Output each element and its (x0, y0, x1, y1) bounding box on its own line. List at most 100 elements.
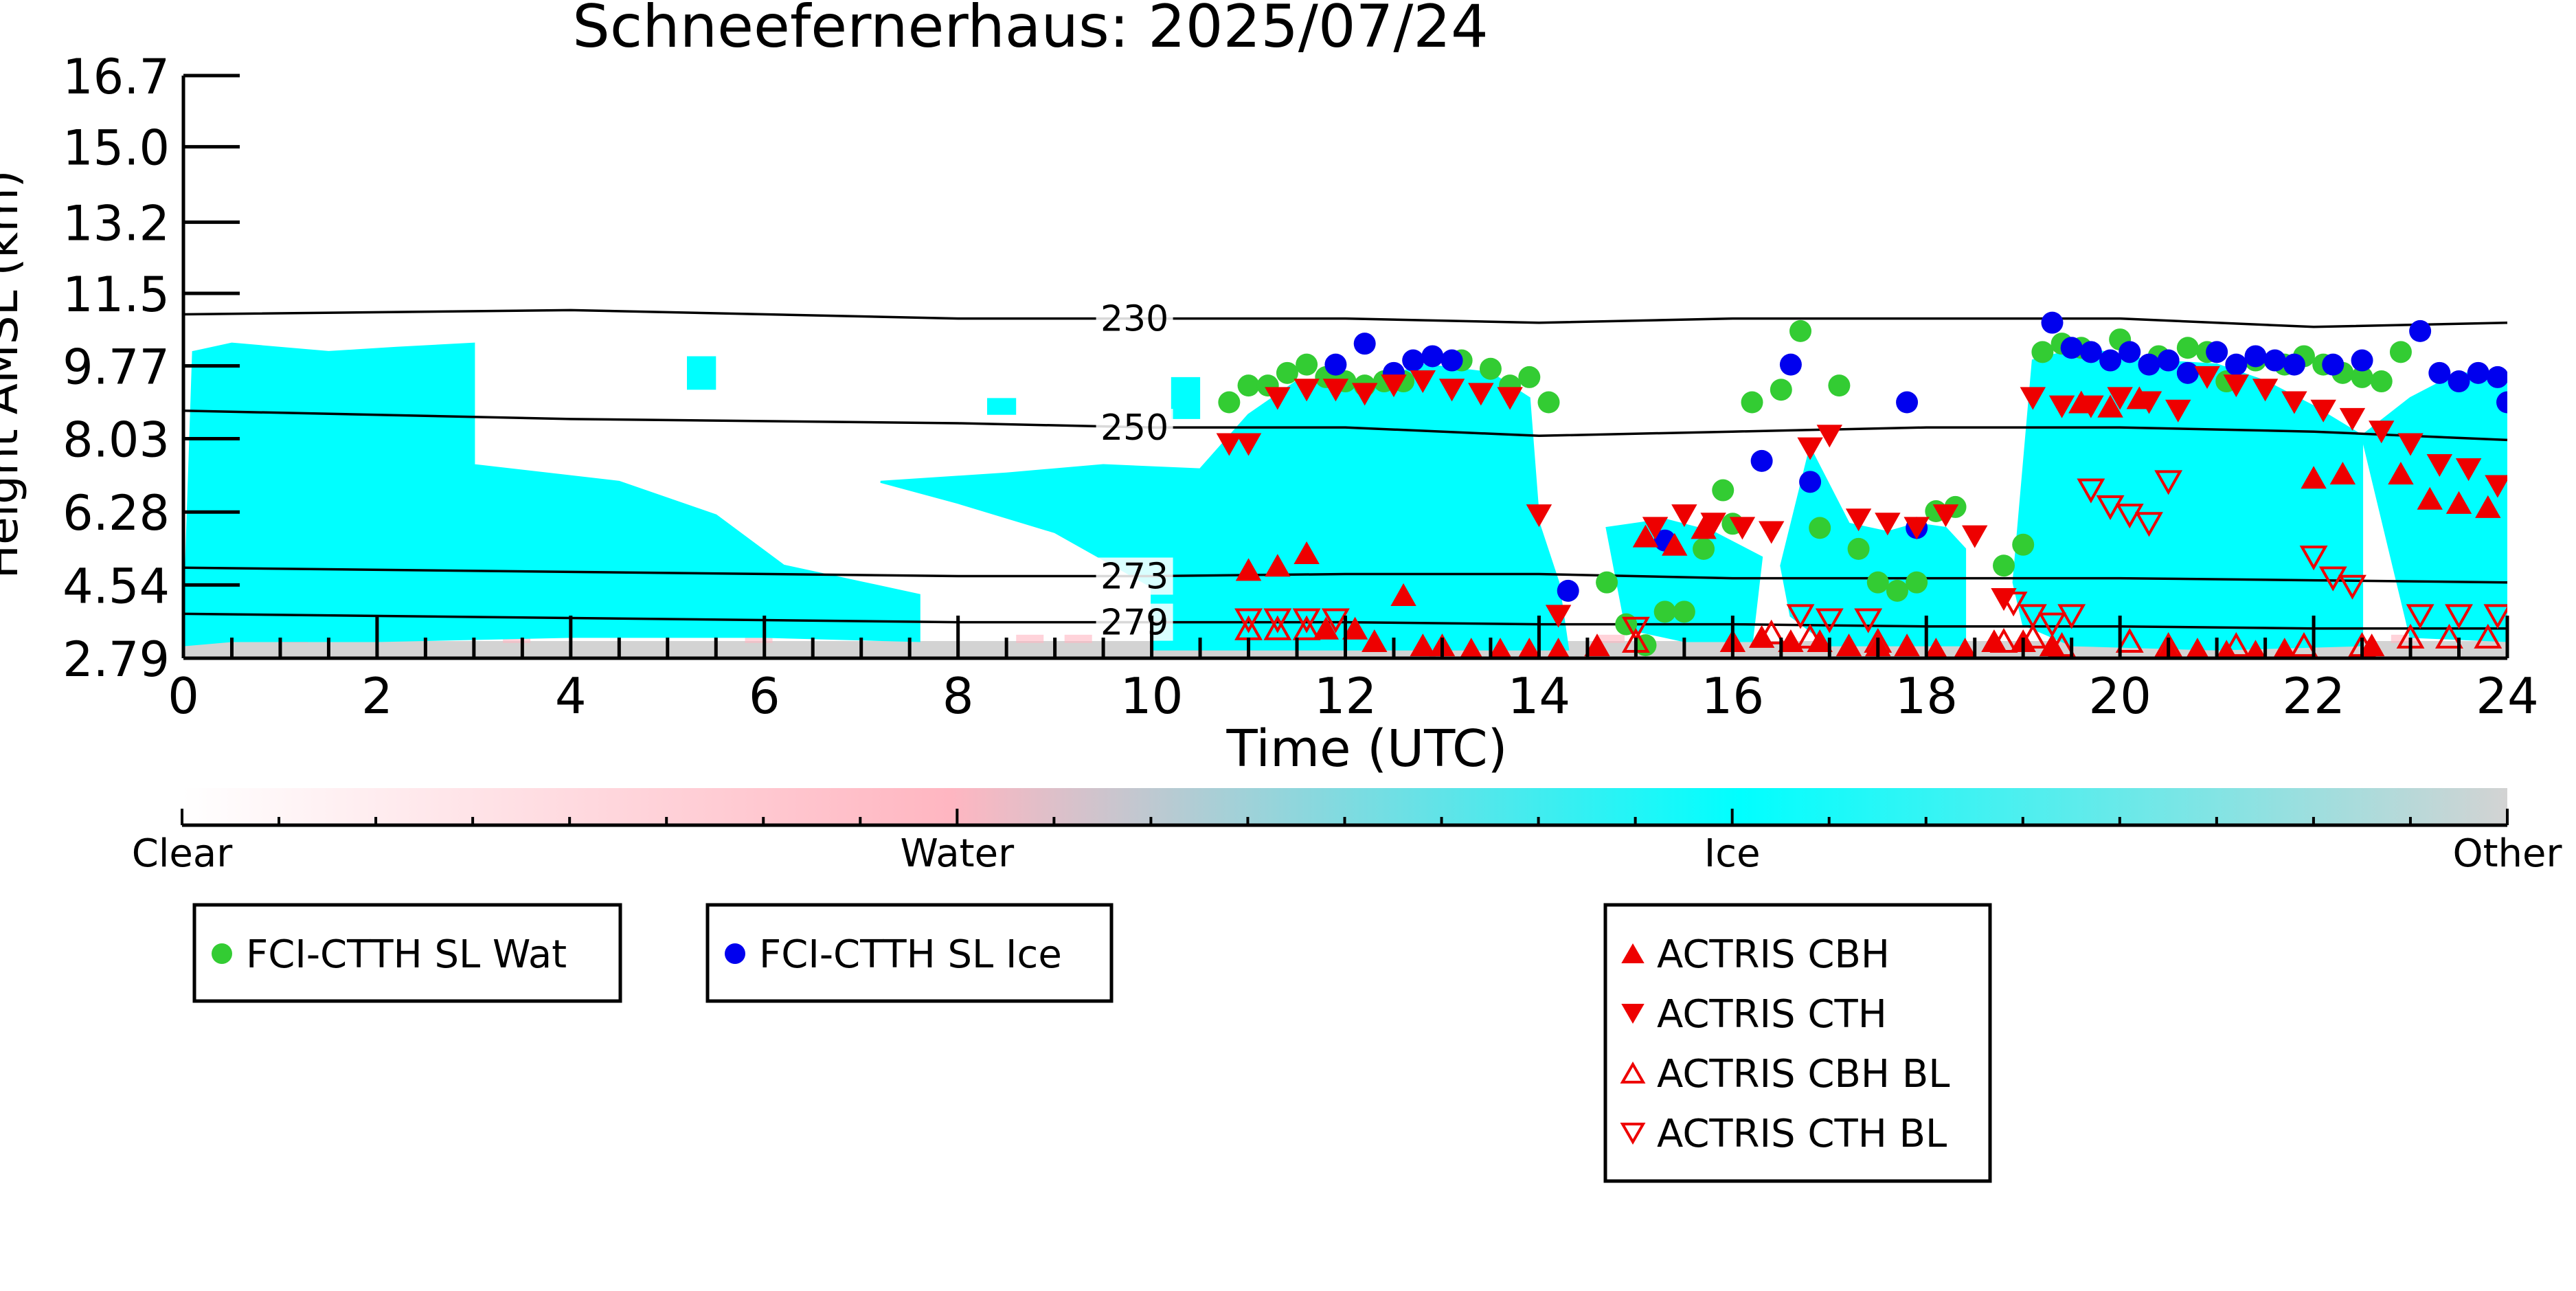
y-axis-label: Height AMSL (km) (0, 170, 28, 579)
data-point (1789, 319, 1812, 342)
legend-label: ACTRIS CBH (1657, 932, 1890, 977)
x-tick-label: 4 (555, 667, 587, 725)
y-tick-label: 8.03 (63, 412, 170, 469)
legend-frame (1603, 903, 1992, 1183)
data-point (1700, 513, 1726, 536)
data-point (2417, 486, 2443, 510)
data-point (1750, 449, 1773, 472)
data-point (1741, 391, 1763, 414)
data-point (1866, 571, 1889, 594)
y-tick-label: 15.0 (63, 120, 170, 177)
isotherm-label-bg (1096, 300, 1173, 337)
x-tick-label: 24 (2476, 667, 2539, 725)
data-point (2299, 546, 2328, 571)
data-point (2455, 458, 2482, 482)
data-point (1235, 558, 1262, 581)
data-point (2012, 533, 2035, 556)
data-point (2445, 604, 2473, 629)
ice-patch (687, 356, 716, 390)
data-point (1759, 521, 1785, 544)
data-point (1479, 357, 1502, 380)
data-point (1835, 633, 1862, 657)
data-point (1402, 349, 1425, 372)
data-point (1673, 600, 1695, 623)
data-point (2099, 349, 2122, 372)
data-point (1276, 361, 1298, 384)
data-point (1489, 638, 1512, 658)
data-point (2115, 627, 2144, 653)
data-point (2223, 374, 2250, 398)
data-point (1757, 619, 1786, 644)
series-fci-ctth-sl-ice (1324, 311, 2507, 602)
x-tick-label: 2 (361, 667, 393, 725)
data-point (1924, 638, 1948, 658)
data-point (2048, 632, 2077, 658)
data-point (2154, 470, 2183, 495)
data-point (1497, 387, 1523, 410)
data-point (2057, 604, 2086, 629)
legend-label: FCI-CTTH SL Wat (246, 932, 567, 977)
data-point (1875, 513, 1901, 536)
data-point (2138, 353, 2160, 376)
data-point (2409, 319, 2432, 342)
data-point (2351, 349, 2373, 372)
data-point (2351, 366, 2373, 388)
data-point (2475, 495, 2501, 518)
data-point (2176, 361, 2199, 384)
legend-marker (1620, 1061, 1646, 1084)
data-point (1596, 571, 1618, 594)
data-point (2426, 453, 2453, 477)
data-point (1362, 629, 1388, 653)
data-point (2135, 512, 2163, 537)
legends-layer: FCI-CTTH SL Wat FCI-CTTH SL Ice ACTRIS CBH… (192, 903, 1992, 1183)
data-point (1584, 633, 1610, 657)
data-point (2272, 638, 2296, 658)
series-actris-cth (1216, 366, 2507, 628)
data-point (1526, 504, 1552, 528)
ice-region (2012, 346, 2364, 651)
data-point (1779, 353, 1802, 376)
water-speckle (1596, 634, 1625, 643)
data-point (2136, 391, 2162, 414)
isotherm-layer: 230 250 273 279 (183, 299, 2508, 644)
legend-frame (192, 903, 622, 1003)
markers-layer (1216, 311, 2507, 658)
data-point (2322, 353, 2345, 376)
y-tick-label: 2.79 (63, 631, 170, 688)
data-point (2486, 366, 2507, 388)
data-point (2338, 574, 2366, 600)
data-point (1662, 532, 1688, 556)
data-point (1342, 616, 1368, 640)
data-point (2252, 379, 2279, 402)
data-point (2119, 341, 2141, 363)
data-point (1712, 479, 1735, 502)
isotherm-label: 230 (1100, 299, 1168, 340)
legend-label: ACTRIS CTH (1657, 992, 1887, 1037)
colorbar: Clear Water Ice Other (132, 788, 2562, 876)
data-point (1292, 608, 1321, 633)
data-point (1440, 349, 1463, 372)
data-point (2370, 370, 2393, 393)
data-point (2467, 361, 2489, 384)
data-point (1953, 638, 1977, 658)
y-tick-label: 13.2 (63, 195, 170, 251)
data-point (2048, 395, 2075, 418)
colorbar-label: Ice (1704, 831, 1761, 876)
data-point (1797, 437, 1823, 460)
data-point (2060, 337, 2083, 359)
legend-marker (725, 943, 745, 964)
data-point (1237, 374, 1260, 397)
data-point (2301, 466, 2327, 489)
data-point (1537, 391, 1560, 414)
data-point (1809, 517, 1831, 539)
data-point (1410, 633, 1436, 657)
data-point (2448, 370, 2470, 393)
data-point (1993, 554, 2015, 577)
data-point (2329, 462, 2356, 485)
data-point (1557, 579, 1579, 602)
data-point (2290, 632, 2318, 658)
data-point (2038, 612, 2066, 638)
data-point (1218, 391, 1241, 414)
